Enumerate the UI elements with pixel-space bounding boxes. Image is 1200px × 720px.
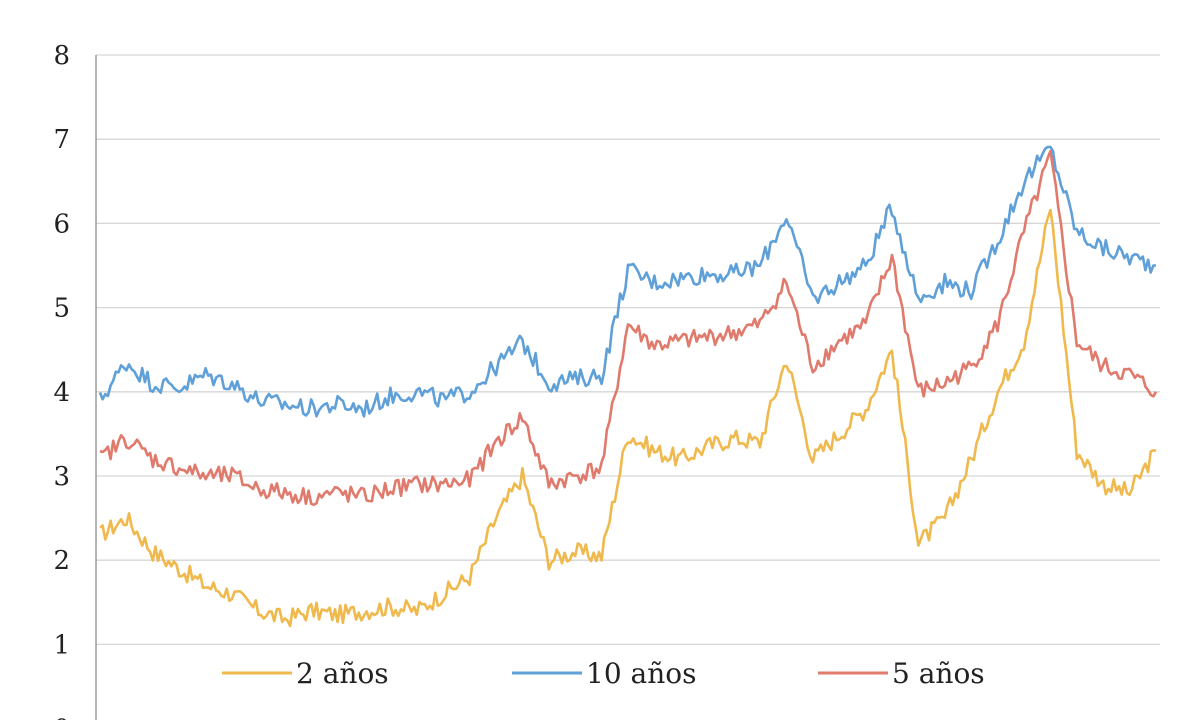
- y-tick-label-1: 1: [53, 630, 70, 660]
- legend-label-2: 10 años: [586, 657, 696, 690]
- series-line-1: [99, 208, 1157, 628]
- y-tick-label-7: 7: [53, 125, 70, 155]
- y-tick-label-6: 6: [53, 209, 70, 239]
- y-tick-label-2: 2: [53, 546, 70, 576]
- y-tick-label-5: 5: [53, 294, 70, 324]
- y-tick-label-3: 3: [53, 462, 70, 492]
- series-lines: [98, 145, 1158, 628]
- y-tick-labels: 0 1 2 3 4 5 6 7 8: [53, 41, 70, 720]
- y-tick-label-8: 8: [53, 41, 70, 71]
- legend-label-1: 2 años: [296, 657, 389, 690]
- legend: 2 años 10 años 5 años: [222, 657, 985, 690]
- y-tick-label-4: 4: [53, 378, 70, 408]
- series-line-3: [99, 149, 1158, 507]
- gridlines: [96, 54, 1160, 646]
- series-line-2: [98, 145, 1156, 418]
- legend-label-3: 5 años: [892, 657, 985, 690]
- y-tick-label-0: 0: [53, 715, 70, 720]
